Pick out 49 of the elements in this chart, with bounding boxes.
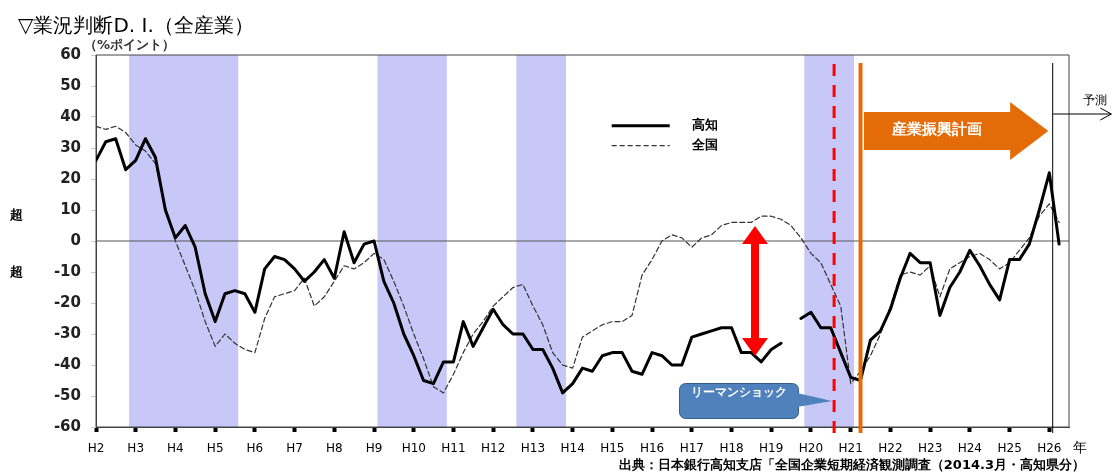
ref-line-label: 予測 bbox=[1082, 92, 1107, 109]
x-tick-label: H14 bbox=[560, 441, 585, 456]
y-tick-label: -20 bbox=[53, 292, 81, 311]
y-tick-label: 10 bbox=[60, 199, 81, 218]
x-axis-title: 年 bbox=[1073, 439, 1087, 457]
y-tick-label: -10 bbox=[53, 261, 81, 280]
x-tick-label: H15 bbox=[600, 441, 625, 456]
x-tick-label: H21 bbox=[838, 441, 863, 456]
x-tick-label: H18 bbox=[719, 441, 744, 456]
x-tick-label: H2 bbox=[87, 441, 105, 456]
x-tick-label: H20 bbox=[798, 441, 824, 456]
x-tick-label: H17 bbox=[679, 441, 704, 456]
x-tick-label: H7 bbox=[286, 441, 303, 456]
ref-line-label: リーマンショック bbox=[690, 385, 789, 400]
y-tick-label: 30 bbox=[60, 137, 81, 156]
x-tick-label: H19 bbox=[759, 441, 784, 456]
legend-label: 全国 bbox=[690, 137, 718, 153]
ref-line-label: 産業振興計画 bbox=[890, 120, 983, 139]
y-tick-label: 50 bbox=[60, 75, 81, 94]
x-tick-label: H5 bbox=[206, 441, 224, 456]
x-tick-label: H6 bbox=[246, 441, 264, 456]
x-tick-label: H22 bbox=[878, 441, 903, 456]
x-tick-label: H3 bbox=[127, 441, 145, 456]
text: 超 bbox=[10, 263, 23, 281]
x-tick-label: H25 bbox=[997, 441, 1022, 456]
legend-label: 高知 bbox=[691, 117, 718, 133]
x-tick-label: H16 bbox=[639, 441, 665, 456]
y-tick-label: 40 bbox=[60, 106, 81, 125]
y-tick-label: -30 bbox=[53, 323, 81, 342]
y-axis-title: （%ポイント） bbox=[84, 36, 176, 54]
y-tick-label: -50 bbox=[53, 385, 81, 404]
x-tick-label: H23 bbox=[917, 441, 943, 456]
x-tick-label: H12 bbox=[481, 441, 506, 456]
x-tick-label: H24 bbox=[957, 441, 982, 456]
y-tick-label: 20 bbox=[60, 168, 81, 187]
y-tick-label: -40 bbox=[53, 354, 81, 373]
y-tick-label: 0 bbox=[70, 230, 81, 249]
source-note: 出典：日本銀行高知支店「全国企業短期経済観測調査（2014.3月・高知県分） bbox=[618, 456, 1085, 474]
x-tick-label: H13 bbox=[520, 441, 546, 456]
y-tick-label: -60 bbox=[53, 416, 81, 435]
y-tick-label: 60 bbox=[60, 44, 81, 63]
x-tick-label: H11 bbox=[441, 441, 466, 456]
x-tick-label: H10 bbox=[401, 441, 426, 456]
x-tick-label: H4 bbox=[167, 441, 184, 456]
chart-title: ▽業況判断D. I.（全産業） bbox=[18, 12, 254, 38]
text: 超 bbox=[10, 206, 23, 224]
x-tick-label: H8 bbox=[325, 441, 343, 456]
x-tick-label: H26 bbox=[1037, 441, 1062, 456]
x-tick-label: H9 bbox=[365, 441, 383, 456]
